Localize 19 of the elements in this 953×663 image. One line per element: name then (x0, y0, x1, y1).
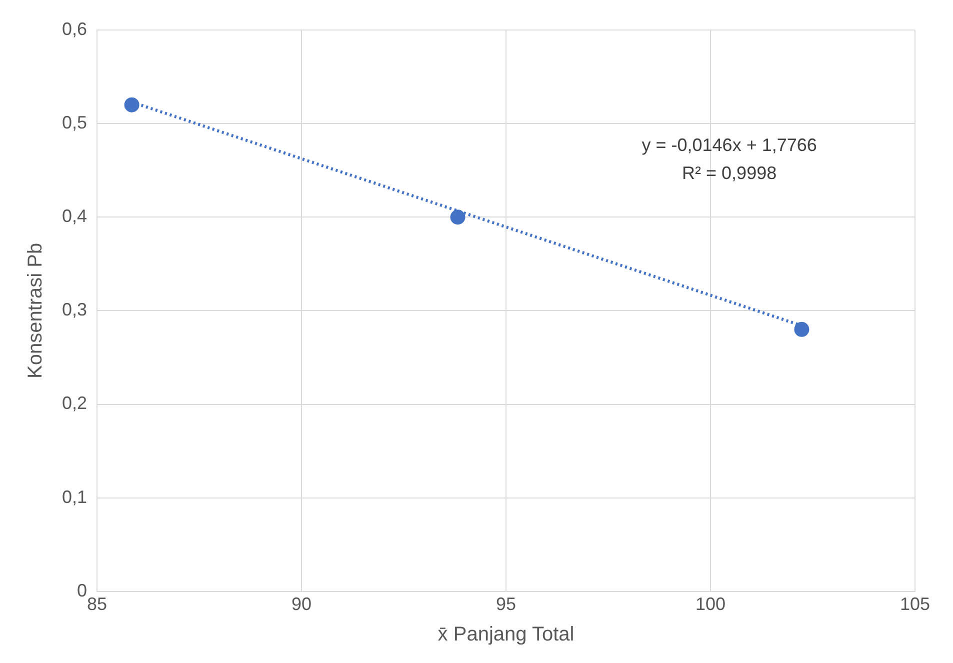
y-tick-label: 0,4 (62, 206, 88, 226)
annotation: y = -0,0146x + 1,7766 (642, 135, 817, 156)
point (794, 322, 810, 337)
y-tick-label: 0,2 (62, 393, 88, 414)
y-tick-label: 0,5 (62, 112, 88, 133)
y-tick-label: 0,1 (62, 486, 88, 507)
point (450, 210, 466, 225)
annotation: R² = 0,9998 (682, 163, 777, 184)
x-tick-label: 85 (87, 594, 108, 614)
x-tick-label: 100 (695, 594, 726, 614)
y-tick-label: 0 (77, 580, 88, 600)
x-tick-label: 90 (292, 594, 312, 614)
y-tick-label: 0,3 (62, 300, 88, 320)
x-axis-title: x̄ Panjang Total (438, 624, 574, 646)
x-tick-label: 105 (900, 594, 930, 614)
x-tick-label: 95 (496, 594, 516, 614)
y-axis-title: Konsentrasi Pb (24, 242, 47, 379)
y-tick-label: 0,6 (62, 18, 88, 39)
point (124, 97, 140, 112)
